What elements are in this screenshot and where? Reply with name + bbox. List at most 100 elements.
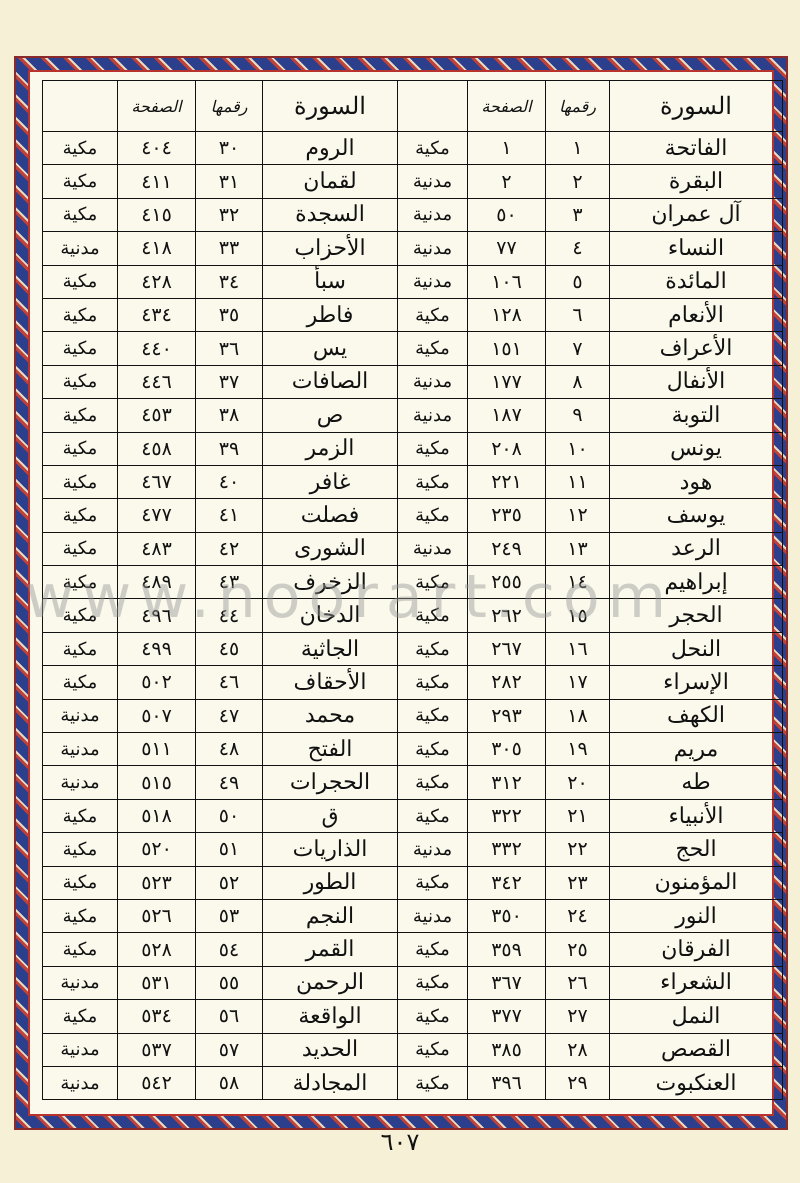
surah-num-cell: ١٧ <box>545 665 610 700</box>
surah-type-cell: مكية <box>42 130 118 166</box>
surah-num-cell: ٢ <box>545 164 610 199</box>
surah-num-cell: ٣ <box>545 197 610 233</box>
surah-page-cell: ٤١١ <box>117 164 196 199</box>
surah-page-cell: ٤٦٧ <box>117 464 196 500</box>
surah-type-cell: مكية <box>397 999 468 1034</box>
table-row: النحل ١٦ ٢٦٧ مكية الجاثية ٤٥ ٤٩٩ مكية <box>42 631 783 667</box>
surah-num-cell: ١٥ <box>545 598 610 633</box>
surah-name-cell: الرعد <box>609 531 783 567</box>
table-row: الرعد ١٣ ٢٤٩ مدنية الشورى ٤٢ ٤٨٣ مكية <box>42 531 783 567</box>
surah-page-cell: ٤٩٩ <box>117 631 196 667</box>
surah-name-cell: النور <box>609 898 783 934</box>
surah-page-cell: ٥٢٦ <box>117 898 196 934</box>
surah-page-cell: ٣٣٢ <box>467 832 546 867</box>
surah-type-cell: مكية <box>397 565 468 600</box>
surah-num-cell: ٢٣ <box>545 865 610 900</box>
table-row: القصص ٢٨ ٣٨٥ مكية الحديد ٥٧ ٥٣٧ مدنية <box>42 1032 783 1067</box>
surah-name-cell: إبراهيم <box>609 565 783 600</box>
table-row: الفاتحة ١ ١ مكية الروم ٣٠ ٤٠٤ مكية <box>42 130 783 166</box>
surah-name-cell: الواقعة <box>262 999 398 1034</box>
surah-page-cell: ٥٤٢ <box>117 1065 196 1101</box>
surah-page-cell: ٣٧٧ <box>467 999 546 1034</box>
surah-type-cell: مكية <box>397 1065 468 1101</box>
surah-type-cell: مكية <box>42 898 118 934</box>
surah-num-cell: ٥٣ <box>195 898 263 934</box>
surah-name-cell: النساء <box>609 231 783 266</box>
surah-page-cell: ٥٠ <box>467 197 546 233</box>
surah-page-cell: ١٢٨ <box>467 297 546 333</box>
surah-type-cell: مكية <box>397 130 468 166</box>
table-row: المؤمنون ٢٣ ٣٤٢ مكية الطور ٥٢ ٥٢٣ مكية <box>42 865 783 900</box>
surah-type-cell: مكية <box>397 865 468 900</box>
surah-type-cell: مكية <box>397 965 468 1001</box>
surah-num-cell: ٥٧ <box>195 1032 263 1067</box>
header-page: الصفحة <box>117 80 196 132</box>
surah-page-cell: ٣٤٢ <box>467 865 546 900</box>
surah-page-cell: ٥٠٢ <box>117 665 196 700</box>
surah-name-cell: الشورى <box>262 531 398 567</box>
surah-page-cell: ١٧٧ <box>467 364 546 400</box>
surah-num-cell: ٢٩ <box>545 1065 610 1101</box>
surah-name-cell: النمل <box>609 999 783 1034</box>
surah-num-cell: ٣٣ <box>195 231 263 266</box>
surah-num-cell: ١٩ <box>545 732 610 767</box>
surah-name-cell: القمر <box>262 932 398 967</box>
surah-type-cell: مكية <box>42 464 118 500</box>
surah-num-cell: ٣٥ <box>195 297 263 333</box>
surah-num-cell: ٤٤ <box>195 598 263 633</box>
surah-page-cell: ٤٧٧ <box>117 498 196 533</box>
surah-name-cell: الزمر <box>262 431 398 466</box>
header-type <box>397 80 468 132</box>
surah-page-cell: ٤٠٤ <box>117 130 196 166</box>
surah-page-cell: ٤٢٨ <box>117 264 196 299</box>
surah-page-cell: ٢٢١ <box>467 464 546 500</box>
surah-type-cell: مدنية <box>397 531 468 567</box>
surah-page-cell: ٤٤٦ <box>117 364 196 400</box>
surah-num-cell: ٣٩ <box>195 431 263 466</box>
table-row: الفرقان ٢٥ ٣٥٩ مكية القمر ٥٤ ٥٢٨ مكية <box>42 932 783 967</box>
surah-page-cell: ١٥١ <box>467 331 546 366</box>
surah-name-cell: ص <box>262 398 398 433</box>
surah-num-cell: ٣٨ <box>195 398 263 433</box>
surah-num-cell: ٥ <box>545 264 610 299</box>
surah-page-cell: ٧٧ <box>467 231 546 266</box>
table-row: مريم ١٩ ٣٠٥ مكية الفتح ٤٨ ٥١١ مدنية <box>42 732 783 767</box>
header-number: رقمها <box>545 80 610 132</box>
surah-name-cell: الإسراء <box>609 665 783 700</box>
surah-name-cell: طه <box>609 765 783 800</box>
table-row: النور ٢٤ ٣٥٠ مدنية النجم ٥٣ ٥٢٦ مكية <box>42 898 783 934</box>
page-number: ٦٠٧ <box>380 1128 420 1156</box>
surah-num-cell: ٣٧ <box>195 364 263 400</box>
surah-num-cell: ٥٠ <box>195 798 263 834</box>
header-page: الصفحة <box>467 80 546 132</box>
surah-type-cell: مكية <box>397 1032 468 1067</box>
surah-type-cell: مدنية <box>397 264 468 299</box>
surah-type-cell: مدنية <box>42 231 118 266</box>
table-row: الشعراء ٢٦ ٣٦٧ مكية الرحمن ٥٥ ٥٣١ مدنية <box>42 965 783 1001</box>
surah-type-cell: مكية <box>397 331 468 366</box>
surah-name-cell: الأنبياء <box>609 798 783 834</box>
surah-page-cell: ٢٦٧ <box>467 631 546 667</box>
surah-name-cell: الطور <box>262 865 398 900</box>
surah-name-cell: الجاثية <box>262 631 398 667</box>
surah-page-cell: ٣٥٩ <box>467 932 546 967</box>
table-row: الحجر ١٥ ٢٦٢ مكية الدخان ٤٤ ٤٩٦ مكية <box>42 598 783 633</box>
table-row: النساء ٤ ٧٧ مدنية الأحزاب ٣٣ ٤١٨ مدنية <box>42 231 783 266</box>
surah-num-cell: ١٤ <box>545 565 610 600</box>
surah-num-cell: ٣١ <box>195 164 263 199</box>
surah-num-cell: ٤٦ <box>195 665 263 700</box>
surah-page-cell: ١٨٧ <box>467 398 546 433</box>
header-row: السورة رقمها الصفحة السورة رقمها الصفحة <box>42 80 783 132</box>
surah-type-cell: مكية <box>42 932 118 967</box>
table-row: الأنبياء ٢١ ٣٢٢ مكية ق ٥٠ ٥١٨ مكية <box>42 798 783 834</box>
surah-num-cell: ١٠ <box>545 431 610 466</box>
surah-num-cell: ٣٢ <box>195 197 263 233</box>
surah-page-cell: ٢٨٢ <box>467 665 546 700</box>
surah-type-cell: مكية <box>397 765 468 800</box>
page-frame: السورة رقمها الصفحة السورة رقمها الصفحة … <box>16 58 786 1128</box>
surah-num-cell: ٢٤ <box>545 898 610 934</box>
surah-page-cell: ٣٠٥ <box>467 732 546 767</box>
surah-name-cell: المؤمنون <box>609 865 783 900</box>
surah-type-cell: مكية <box>42 865 118 900</box>
surah-num-cell: ٣٠ <box>195 130 263 166</box>
